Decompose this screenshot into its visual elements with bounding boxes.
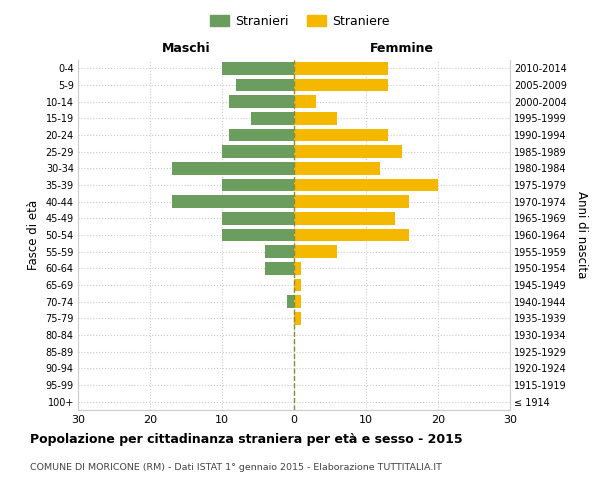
- Bar: [172, 196, 294, 208]
- Bar: [294, 146, 402, 158]
- Bar: [172, 162, 294, 174]
- Bar: [265, 262, 294, 274]
- Bar: [294, 79, 388, 92]
- Bar: [294, 196, 409, 208]
- Bar: [294, 246, 337, 258]
- Bar: [236, 79, 294, 92]
- Bar: [294, 312, 301, 324]
- Bar: [222, 179, 294, 192]
- Bar: [294, 179, 438, 192]
- Bar: [251, 112, 294, 124]
- Bar: [222, 146, 294, 158]
- Y-axis label: Anni di nascita: Anni di nascita: [575, 192, 589, 278]
- Bar: [222, 229, 294, 241]
- Bar: [294, 129, 388, 141]
- Y-axis label: Fasce di età: Fasce di età: [27, 200, 40, 270]
- Bar: [294, 112, 337, 124]
- Text: Popolazione per cittadinanza straniera per età e sesso - 2015: Popolazione per cittadinanza straniera p…: [30, 432, 463, 446]
- Bar: [229, 129, 294, 141]
- Bar: [294, 212, 395, 224]
- Text: COMUNE DI MORICONE (RM) - Dati ISTAT 1° gennaio 2015 - Elaborazione TUTTITALIA.I: COMUNE DI MORICONE (RM) - Dati ISTAT 1° …: [30, 462, 442, 471]
- Bar: [229, 96, 294, 108]
- Bar: [294, 162, 380, 174]
- Bar: [222, 212, 294, 224]
- Bar: [294, 262, 301, 274]
- Bar: [294, 62, 388, 74]
- Bar: [294, 279, 301, 291]
- Bar: [287, 296, 294, 308]
- Text: Femmine: Femmine: [370, 42, 434, 55]
- Legend: Stranieri, Straniere: Stranieri, Straniere: [206, 11, 394, 32]
- Bar: [294, 96, 316, 108]
- Bar: [265, 246, 294, 258]
- Bar: [222, 62, 294, 74]
- Bar: [294, 229, 409, 241]
- Text: Maschi: Maschi: [161, 42, 211, 55]
- Bar: [294, 296, 301, 308]
